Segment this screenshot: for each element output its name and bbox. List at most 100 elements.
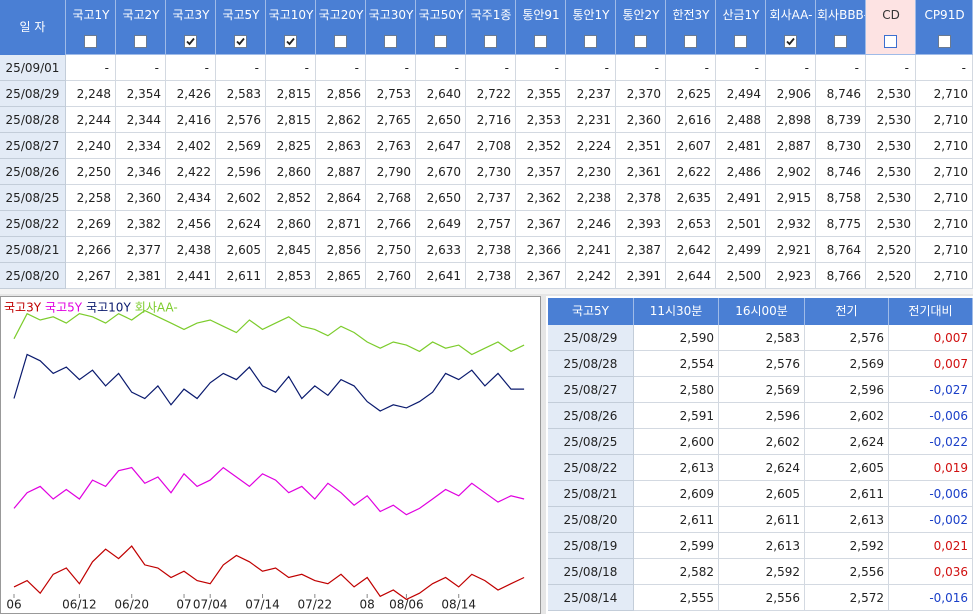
rate-cell: 2,237: [566, 81, 616, 107]
checkbox[interactable]: [834, 35, 847, 48]
detail-date: 25/08/20: [548, 507, 634, 533]
series-line: [14, 311, 524, 355]
checkbox[interactable]: [534, 35, 547, 48]
column-label: 국주1종: [467, 3, 515, 27]
checkbox[interactable]: [938, 35, 951, 48]
detail-cell: 2,599: [634, 533, 719, 559]
detail-cell: 2,602: [805, 403, 889, 429]
detail-cell: 2,602: [719, 429, 805, 455]
rate-cell: 8,739: [816, 107, 866, 133]
rate-cell: 2,393: [616, 211, 666, 237]
checkbox[interactable]: [284, 35, 297, 48]
rate-cell: 2,633: [416, 237, 466, 263]
checkbox[interactable]: [734, 35, 747, 48]
rate-cell: 2,710: [916, 263, 973, 289]
checkbox[interactable]: [684, 35, 697, 48]
rate-cell: 2,569: [216, 133, 266, 159]
column-label: 통안2Y: [617, 3, 665, 27]
rate-cell: 2,649: [416, 211, 466, 237]
rate-cell: 2,710: [916, 185, 973, 211]
x-tick-label: 08: [360, 598, 375, 612]
checkbox[interactable]: [184, 35, 197, 48]
rate-cell: -: [466, 55, 516, 81]
scrollbar-strip: [0, 289, 973, 294]
rate-cell: 2,815: [266, 107, 316, 133]
rate-cell: 2,370: [616, 81, 666, 107]
rate-cell: 2,650: [416, 185, 466, 211]
column-label: 국고30Y: [367, 3, 415, 27]
checkbox[interactable]: [584, 35, 597, 48]
rate-cell: 2,710: [916, 237, 973, 263]
checkbox[interactable]: [84, 35, 97, 48]
rate-cell: 2,596: [216, 159, 266, 185]
x-tick-label: 07/22: [298, 598, 333, 612]
detail-cell: 2,611: [719, 507, 805, 533]
rate-cell: 2,244: [66, 107, 116, 133]
chart: 0606/1206/200707/0407/1407/220808/0608/1…: [0, 296, 541, 614]
detail-cell: 2,583: [719, 325, 805, 351]
checkbox[interactable]: [784, 35, 797, 48]
legend-entry: 국고5Y: [45, 301, 83, 315]
rate-cell: -: [716, 55, 766, 81]
rate-cell: 2,381: [116, 263, 166, 289]
rate-cell: 2,353: [516, 107, 566, 133]
checkbox[interactable]: [384, 35, 397, 48]
column-label: 통안91: [517, 3, 565, 27]
detail-cell: -0,016: [889, 585, 973, 611]
rate-cell: 2,915: [766, 185, 816, 211]
rate-cell: 8,775: [816, 211, 866, 237]
rate-cell: 2,520: [866, 237, 916, 263]
checkbox[interactable]: [484, 35, 497, 48]
rate-cell: -: [816, 55, 866, 81]
checkbox[interactable]: [434, 35, 447, 48]
rate-cell: 2,670: [416, 159, 466, 185]
detail-cell: 0,036: [889, 559, 973, 585]
legend-entry: 회사AA-: [135, 301, 178, 315]
rate-cell: 2,887: [766, 133, 816, 159]
row-date: 25/08/25: [0, 185, 66, 211]
rate-cell: 2,624: [216, 211, 266, 237]
check-mark: [235, 36, 246, 47]
rate-cell: 2,583: [216, 81, 266, 107]
rate-cell: 2,530: [866, 81, 916, 107]
checkbox[interactable]: [134, 35, 147, 48]
x-tick-label: 06/20: [114, 598, 149, 612]
column-label: 국고5Y: [217, 3, 265, 27]
checkbox[interactable]: [634, 35, 647, 48]
detail-cell: 2,611: [634, 507, 719, 533]
detail-cell: 0,007: [889, 351, 973, 377]
rate-cell: 2,644: [666, 263, 716, 289]
detail-cell: 2,569: [719, 377, 805, 403]
column-label: 통안1Y: [567, 3, 615, 27]
checkbox[interactable]: [334, 35, 347, 48]
series-line: [14, 546, 524, 599]
rate-cell: 2,366: [516, 237, 566, 263]
rate-cell: 2,441: [166, 263, 216, 289]
detail-cell: 2,580: [634, 377, 719, 403]
rate-cell: 8,758: [816, 185, 866, 211]
detail-cell: 0,019: [889, 455, 973, 481]
checkbox[interactable]: [234, 35, 247, 48]
rate-cell: 2,530: [866, 133, 916, 159]
rate-cell: 2,530: [866, 211, 916, 237]
checkbox[interactable]: [884, 35, 897, 48]
rate-cell: 2,641: [416, 263, 466, 289]
rate-cell: 2,765: [366, 107, 416, 133]
rate-cell: 2,346: [116, 159, 166, 185]
x-tick-label: 06: [6, 598, 21, 612]
rate-cell: -: [266, 55, 316, 81]
rate-cell: 2,865: [316, 263, 366, 289]
detail-cell: 2,605: [805, 455, 889, 481]
rate-cell: 2,267: [66, 263, 116, 289]
detail-header: 전기: [805, 298, 889, 325]
rate-cell: 2,491: [716, 185, 766, 211]
rate-cell: 2,499: [716, 237, 766, 263]
rate-cell: 2,611: [216, 263, 266, 289]
rate-cell: 2,887: [316, 159, 366, 185]
rate-cell: -: [866, 55, 916, 81]
rate-cell: 2,230: [566, 159, 616, 185]
detail-cell: 2,596: [805, 377, 889, 403]
rate-cell: 2,258: [66, 185, 116, 211]
rate-cell: 2,766: [366, 211, 416, 237]
rate-cell: 2,650: [416, 107, 466, 133]
